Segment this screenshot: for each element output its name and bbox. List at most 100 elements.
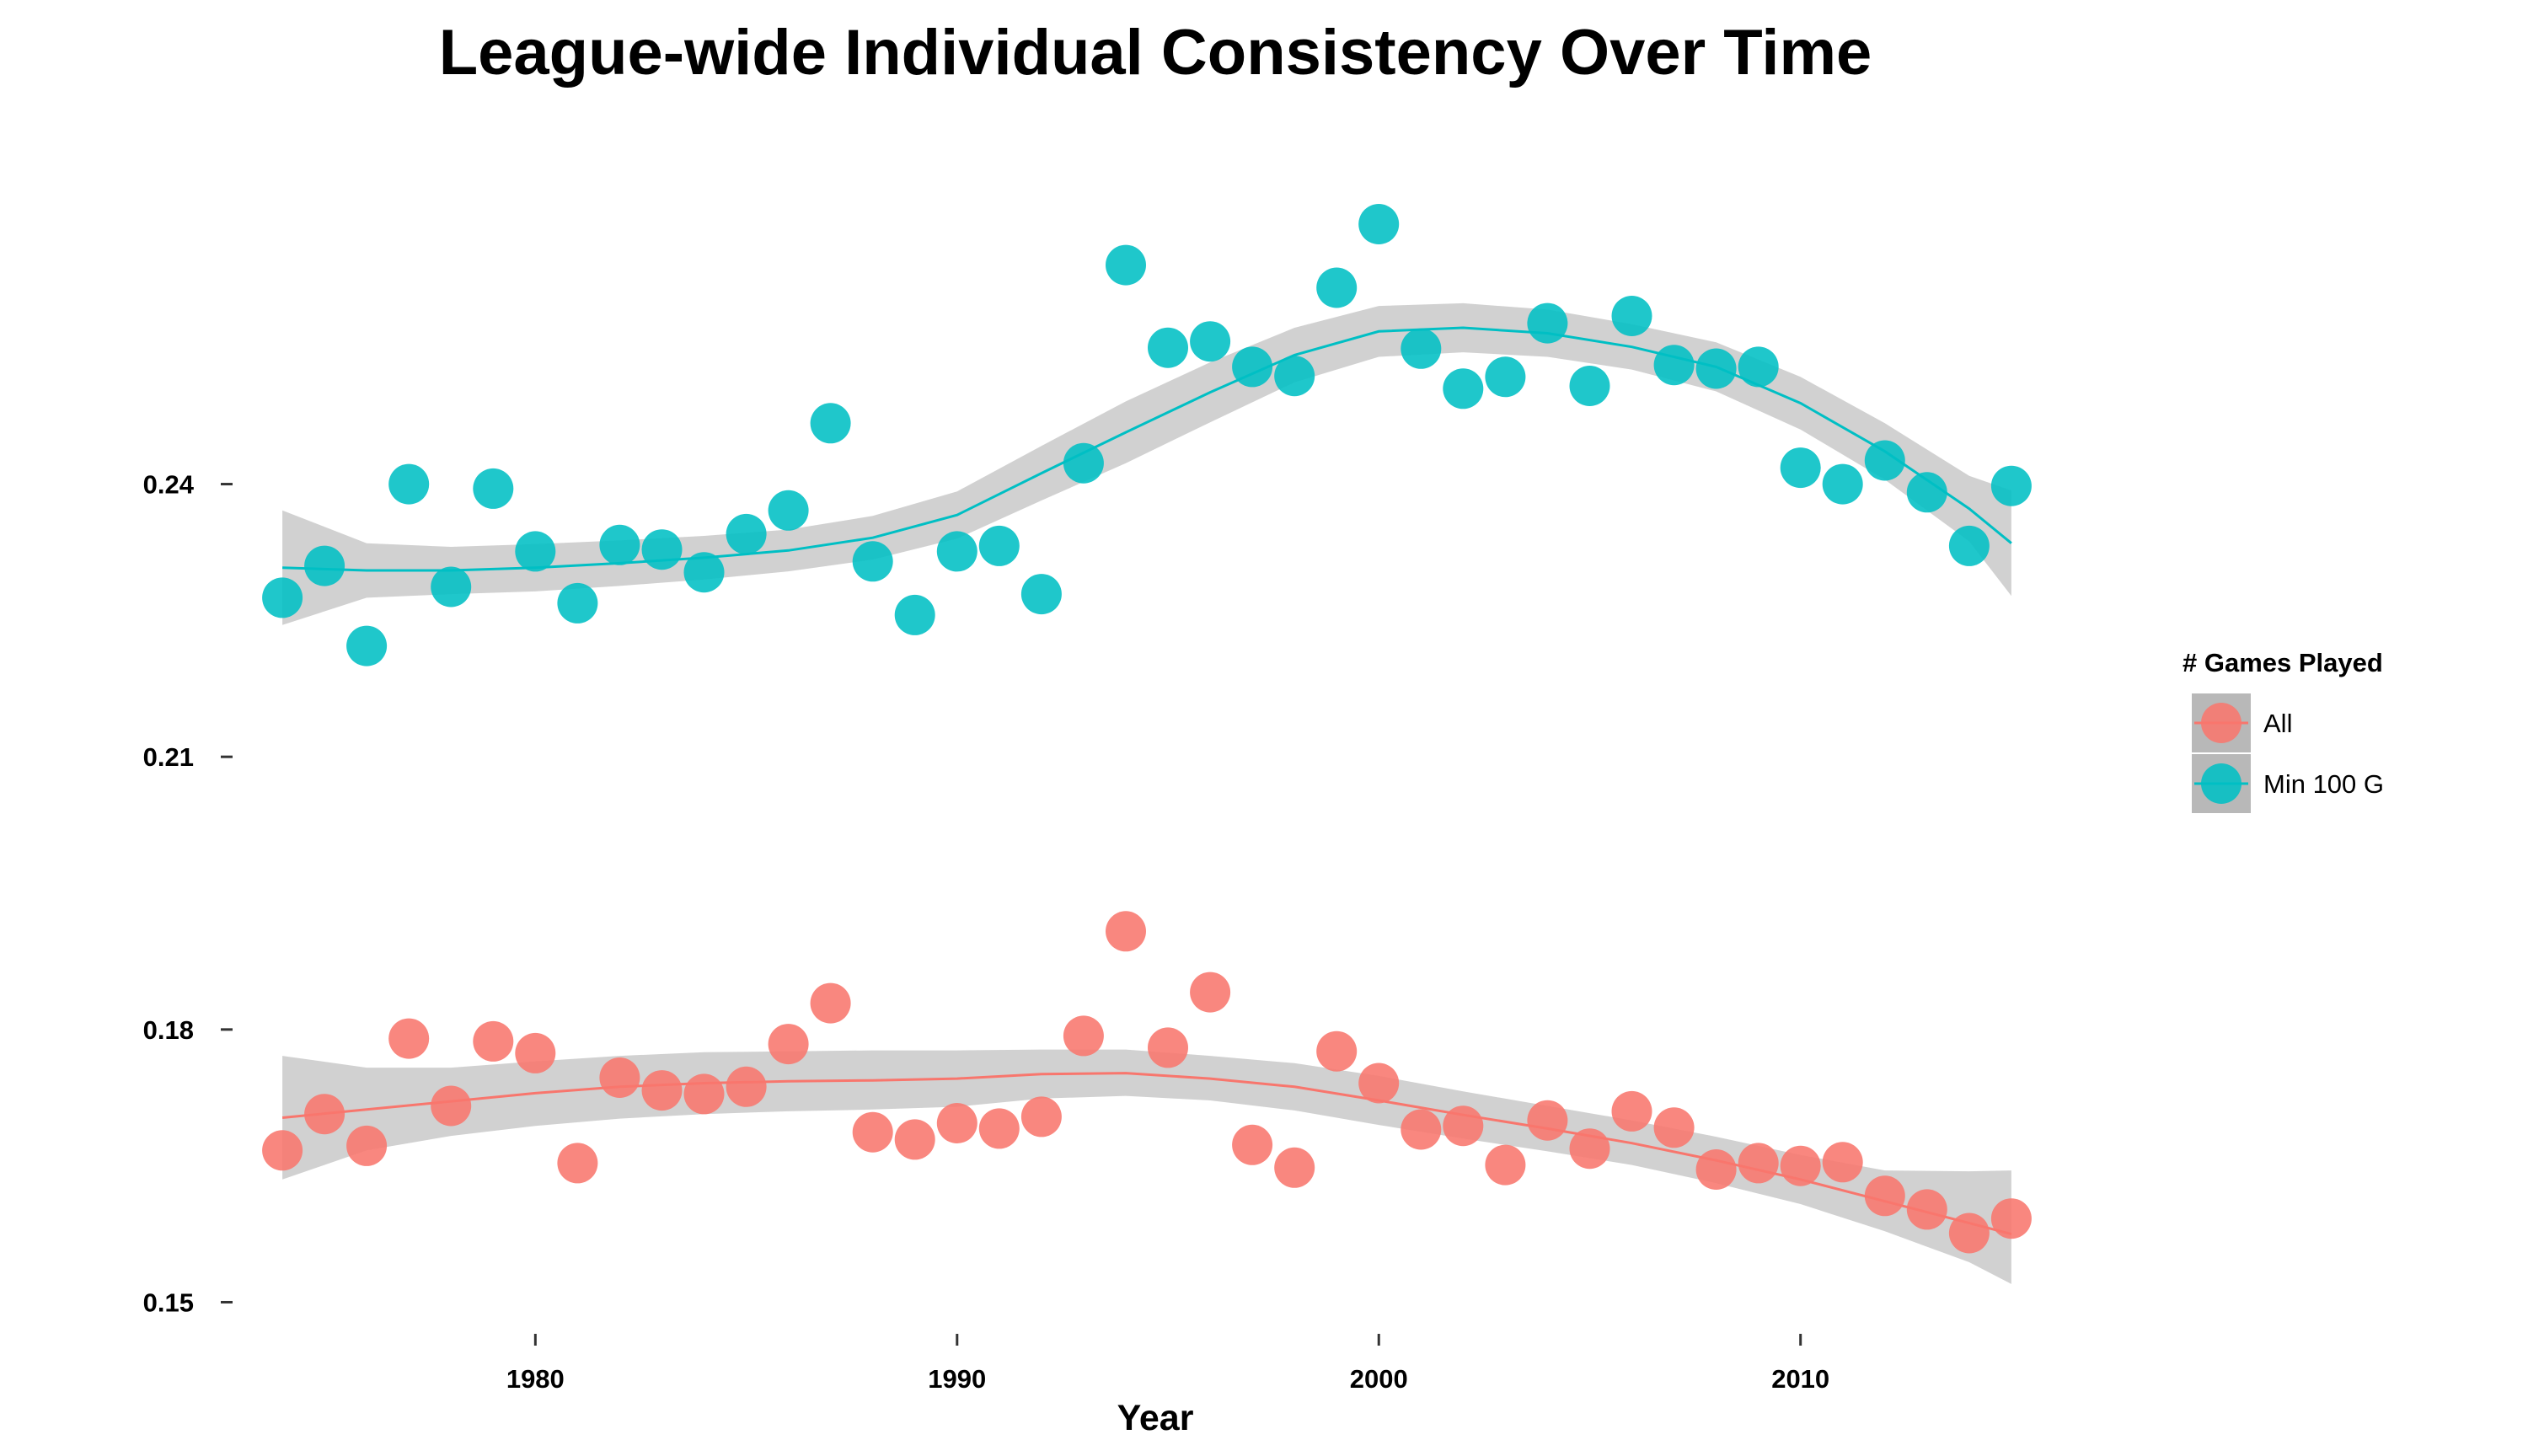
point-min-100-g-2008 <box>1695 348 1737 389</box>
point-min-100-g-1974 <box>262 577 303 618</box>
point-all-1974 <box>262 1130 303 1171</box>
point-all-2004 <box>1527 1100 1568 1141</box>
point-min-100-g-1976 <box>346 625 388 666</box>
point-min-100-g-1985 <box>726 513 767 554</box>
point-min-100-g-1989 <box>894 594 935 635</box>
point-min-100-g-2004 <box>1527 302 1568 344</box>
point-min-100-g-2010 <box>1780 447 1821 489</box>
point-all-2007 <box>1653 1107 1695 1148</box>
point-all-1990 <box>936 1103 977 1143</box>
legend-label-all: All <box>2263 709 2292 738</box>
point-all-1979 <box>473 1020 514 1062</box>
legend: # Games Played All Min 100 G <box>2183 648 2384 815</box>
y-axis: 0.15 0.18 0.21 0.24 <box>143 470 233 1317</box>
x-axis: 1980 1990 2000 2010 <box>506 1334 1829 1394</box>
point-all-1992 <box>1020 1096 1062 1138</box>
point-min-100-g-2006 <box>1611 296 1652 336</box>
legend-dot-min-100-g <box>2201 763 2241 804</box>
point-min-100-g-1993 <box>1063 442 1104 484</box>
point-min-100-g-1986 <box>768 490 809 531</box>
y-tick-label: 0.18 <box>143 1015 194 1045</box>
x-tick-label: 2010 <box>1771 1364 1829 1394</box>
point-min-100-g-1981 <box>557 582 598 624</box>
point-all-1997 <box>1232 1124 1273 1165</box>
legend-title: # Games Played <box>2183 648 2383 677</box>
point-min-100-g-1997 <box>1232 346 1273 388</box>
legend-item-min-100-g: Min 100 G <box>2190 752 2384 815</box>
point-all-1986 <box>768 1024 809 1065</box>
point-all-1993 <box>1063 1015 1104 1057</box>
data-points <box>262 204 2032 1254</box>
point-all-1983 <box>641 1070 683 1111</box>
point-all-2009 <box>1738 1143 1779 1184</box>
point-min-100-g-1975 <box>304 545 345 586</box>
point-min-100-g-1982 <box>599 524 640 565</box>
point-all-2006 <box>1611 1090 1652 1132</box>
point-all-1980 <box>515 1032 556 1073</box>
legend-dot-all <box>2201 703 2241 743</box>
point-all-1999 <box>1316 1030 1358 1072</box>
point-all-1981 <box>557 1143 598 1184</box>
point-min-100-g-2001 <box>1401 328 1442 369</box>
y-tick-label: 0.21 <box>143 742 194 772</box>
point-all-1976 <box>346 1125 388 1166</box>
legend-label-min-100-g: Min 100 G <box>2263 769 2384 799</box>
point-min-100-g-1977 <box>388 463 430 505</box>
chart-title: League-wide Individual Consistency Over … <box>439 17 1872 88</box>
y-tick-label: 0.15 <box>143 1287 194 1317</box>
confidence-bands <box>282 302 2011 1284</box>
point-min-100-g-1984 <box>683 552 725 593</box>
point-min-100-g-2013 <box>1906 472 1947 513</box>
point-min-100-g-1980 <box>515 531 556 572</box>
point-min-100-g-1995 <box>1148 327 1188 368</box>
point-min-100-g-2011 <box>1822 463 1863 505</box>
point-all-2012 <box>1864 1175 1905 1217</box>
point-min-100-g-2005 <box>1569 366 1610 406</box>
point-min-100-g-1998 <box>1274 356 1315 397</box>
point-min-100-g-2003 <box>1485 356 1526 398</box>
point-all-1989 <box>894 1119 935 1160</box>
point-all-1978 <box>431 1085 472 1127</box>
legend-items: All Min 100 G <box>2190 692 2384 815</box>
x-tick-label: 1990 <box>928 1364 986 1394</box>
point-min-100-g-1979 <box>473 468 514 509</box>
point-min-100-g-1978 <box>431 566 472 608</box>
point-min-100-g-2002 <box>1443 368 1484 410</box>
point-min-100-g-2007 <box>1653 345 1695 386</box>
point-all-1977 <box>388 1018 430 1059</box>
point-min-100-g-2009 <box>1738 346 1779 388</box>
point-all-2002 <box>1443 1105 1484 1147</box>
point-all-1988 <box>852 1111 893 1153</box>
point-all-2011 <box>1822 1142 1863 1183</box>
point-min-100-g-1987 <box>810 403 851 444</box>
point-all-2013 <box>1906 1189 1947 1230</box>
point-min-100-g-2014 <box>1948 525 1990 566</box>
point-all-2015 <box>1990 1198 2032 1239</box>
point-all-2014 <box>1948 1212 1990 1254</box>
point-all-1998 <box>1274 1147 1315 1188</box>
point-all-2010 <box>1780 1145 1821 1186</box>
point-min-100-g-2012 <box>1864 440 1905 481</box>
confidence-band-min-100-g <box>282 302 2011 625</box>
point-all-1984 <box>683 1073 725 1115</box>
point-min-100-g-1991 <box>978 525 1020 566</box>
point-all-1985 <box>726 1066 767 1107</box>
point-all-2001 <box>1401 1109 1442 1150</box>
point-all-2008 <box>1695 1149 1737 1190</box>
y-tick-label: 0.24 <box>143 470 195 500</box>
point-all-2000 <box>1358 1063 1400 1104</box>
point-all-1991 <box>978 1108 1020 1149</box>
point-all-1982 <box>599 1057 640 1098</box>
point-all-1994 <box>1106 911 1146 952</box>
point-min-100-g-1983 <box>641 529 683 570</box>
point-min-100-g-1990 <box>936 531 977 572</box>
point-min-100-g-1994 <box>1106 244 1146 286</box>
point-all-1995 <box>1148 1027 1188 1068</box>
point-all-1975 <box>304 1094 345 1135</box>
point-all-1987 <box>810 982 851 1024</box>
point-min-100-g-1992 <box>1020 574 1062 615</box>
point-min-100-g-2000 <box>1358 204 1400 244</box>
legend-item-all: All <box>2190 692 2292 754</box>
point-min-100-g-1988 <box>852 541 893 582</box>
